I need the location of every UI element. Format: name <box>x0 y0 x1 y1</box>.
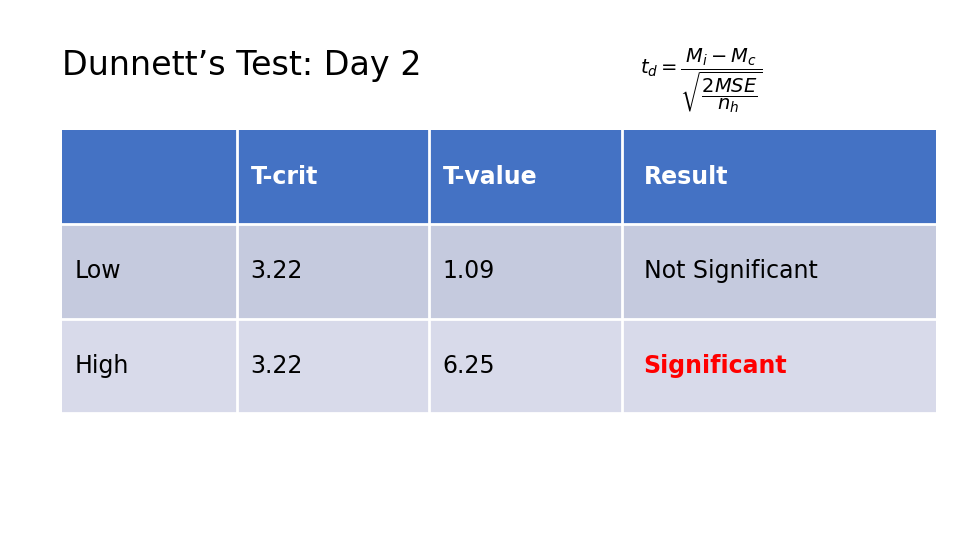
FancyBboxPatch shape <box>621 130 936 224</box>
Text: High: High <box>75 354 129 378</box>
FancyBboxPatch shape <box>429 224 621 319</box>
FancyBboxPatch shape <box>237 224 429 319</box>
FancyBboxPatch shape <box>237 130 429 224</box>
Text: 1.09: 1.09 <box>443 259 495 284</box>
Text: 6.25: 6.25 <box>443 354 495 378</box>
Text: Not Significant: Not Significant <box>643 259 817 284</box>
FancyBboxPatch shape <box>429 130 621 224</box>
Text: 3.22: 3.22 <box>251 259 303 284</box>
FancyBboxPatch shape <box>237 319 429 413</box>
FancyBboxPatch shape <box>62 130 237 224</box>
FancyBboxPatch shape <box>62 319 237 413</box>
Text: Result: Result <box>643 165 728 189</box>
FancyBboxPatch shape <box>62 224 237 319</box>
Text: Significant: Significant <box>643 354 787 378</box>
Text: Dunnett’s Test: Day 2: Dunnett’s Test: Day 2 <box>62 49 422 82</box>
Text: 3.22: 3.22 <box>251 354 303 378</box>
Text: T-crit: T-crit <box>251 165 318 189</box>
Text: $t_d = \dfrac{M_i - M_c}{\sqrt{\dfrac{2MSE}{n_h}}}$: $t_d = \dfrac{M_i - M_c}{\sqrt{\dfrac{2M… <box>639 46 762 116</box>
FancyBboxPatch shape <box>621 224 936 319</box>
Text: Low: Low <box>75 259 121 284</box>
FancyBboxPatch shape <box>429 319 621 413</box>
FancyBboxPatch shape <box>621 319 936 413</box>
Text: T-value: T-value <box>443 165 538 189</box>
